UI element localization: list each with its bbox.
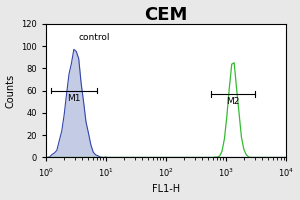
X-axis label: FL1-H: FL1-H — [152, 184, 180, 194]
Text: control: control — [79, 33, 110, 42]
Text: M2: M2 — [226, 97, 239, 106]
Y-axis label: Counts: Counts — [6, 74, 16, 108]
Title: CEM: CEM — [144, 6, 188, 24]
Text: M1: M1 — [67, 94, 80, 103]
